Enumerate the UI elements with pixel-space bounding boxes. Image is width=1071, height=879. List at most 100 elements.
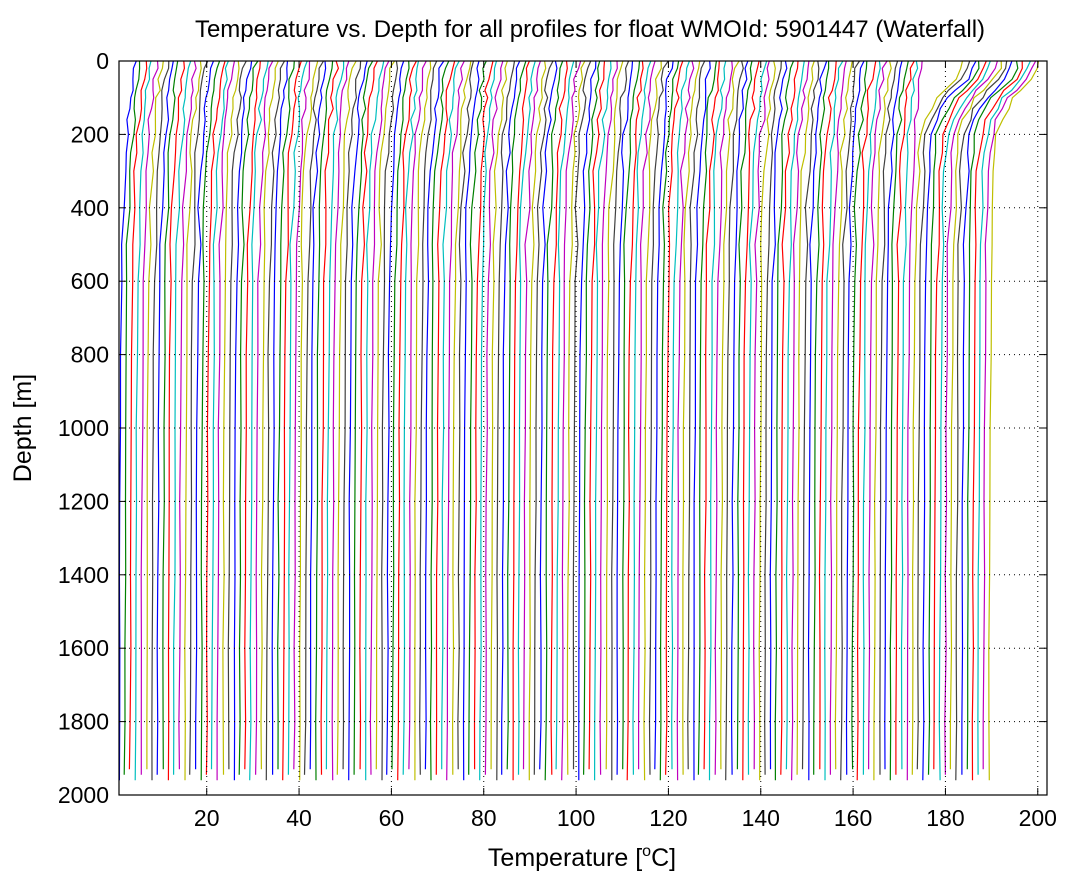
profile-line (944, 60, 998, 775)
y-tick-label: 1800 (58, 709, 109, 735)
profile-line (758, 60, 776, 781)
y-tick-label: 1200 (58, 488, 109, 514)
profile-line (682, 60, 701, 775)
profile-line (906, 60, 923, 781)
ticks-layer: 20 40 60 80 100 120 140 160 180 20002004006008001… (58, 48, 1057, 831)
profile-line (195, 60, 215, 770)
profile-line (638, 60, 656, 770)
profile-line (496, 60, 516, 781)
profile-line (774, 60, 795, 781)
profile-line (736, 60, 753, 770)
profile-line (336, 60, 357, 775)
plot-area: 20 40 60 80 100 120 140 160 180 20002004006008001… (58, 48, 1057, 831)
profile-line (714, 60, 734, 775)
profile-line (249, 60, 269, 781)
profile-line (533, 60, 554, 775)
profile-line (414, 60, 432, 781)
profile-line (927, 60, 980, 775)
profile-line (303, 60, 325, 775)
profile-line (381, 60, 399, 781)
profile-line (588, 60, 606, 770)
profile-line (922, 60, 977, 781)
y-axis-label: Depth [m] (9, 374, 37, 482)
profile-line (512, 60, 530, 781)
profile-line (791, 60, 810, 781)
profile-line (128, 60, 148, 770)
profile-line (764, 60, 782, 775)
profile-line (429, 60, 450, 781)
profile-line (528, 60, 547, 781)
profile-line (260, 60, 279, 770)
profile-line (648, 60, 669, 775)
profile-line (140, 60, 159, 775)
profile-line (134, 60, 152, 781)
profile-line (824, 60, 844, 781)
profile-line (911, 60, 964, 775)
profile-line (895, 60, 915, 775)
profile-line (348, 60, 368, 781)
profile-line (742, 60, 760, 781)
profile-line (693, 60, 711, 781)
profile-line (873, 60, 892, 781)
profile-line (419, 60, 438, 775)
profile-line (342, 60, 362, 770)
x-tick-label: 20 (194, 805, 220, 831)
x-tick-label: 200 (1019, 805, 1057, 831)
profile-line (299, 60, 319, 781)
profile-line (151, 60, 170, 781)
profile-line (353, 60, 374, 775)
profile-line (971, 60, 1023, 781)
profile-line (884, 60, 903, 770)
profile-line (796, 60, 815, 775)
profile-line (162, 60, 179, 770)
profile-line (889, 60, 909, 781)
x-axis-label-superscript: o (642, 843, 651, 860)
y-tick-label: 200 (71, 121, 109, 147)
profile-line (501, 60, 521, 775)
profile-line (167, 60, 186, 781)
profile-line (840, 60, 861, 781)
profile-line (868, 60, 888, 770)
profile-line (671, 60, 690, 770)
x-tick-label: 60 (379, 805, 405, 831)
x-axis-label: Temperature [oC] (488, 843, 676, 872)
y-tick-label: 400 (71, 195, 109, 221)
profile-line (818, 60, 837, 770)
profile-line (506, 60, 527, 770)
profile-line (730, 60, 749, 775)
profile-line (287, 60, 308, 775)
profile-line (146, 60, 164, 770)
profile-line (807, 60, 828, 781)
profile-line (216, 60, 236, 781)
profile-line (184, 60, 202, 781)
profile-line (435, 60, 456, 775)
chart-title: Temperature vs. Depth for all profiles f… (195, 16, 985, 43)
profile-line (725, 60, 744, 781)
profile-line (331, 60, 350, 781)
profile-line (156, 60, 174, 775)
profile-line (391, 60, 410, 770)
profile-line (402, 60, 420, 775)
profile-line (386, 60, 405, 775)
profile-line (375, 60, 396, 770)
profile-line (451, 60, 472, 775)
profile-line (626, 60, 644, 781)
profile-line (265, 60, 286, 781)
profile-line (282, 60, 302, 781)
profile-line (424, 60, 445, 770)
profile-line (949, 60, 1003, 770)
profile-line (654, 60, 674, 770)
profile-line (271, 60, 289, 775)
profile-line (210, 60, 229, 770)
y-tick-label: 800 (71, 342, 109, 368)
profile-line (720, 60, 740, 770)
profile-line (785, 60, 805, 770)
profile-line (244, 60, 261, 770)
x-tick-label: 180 (926, 805, 964, 831)
profile-line (632, 60, 652, 775)
profile-line (769, 60, 788, 770)
profile-line (189, 60, 209, 775)
profile-line (517, 60, 536, 775)
profile-line (753, 60, 770, 770)
profile-line (829, 60, 847, 775)
